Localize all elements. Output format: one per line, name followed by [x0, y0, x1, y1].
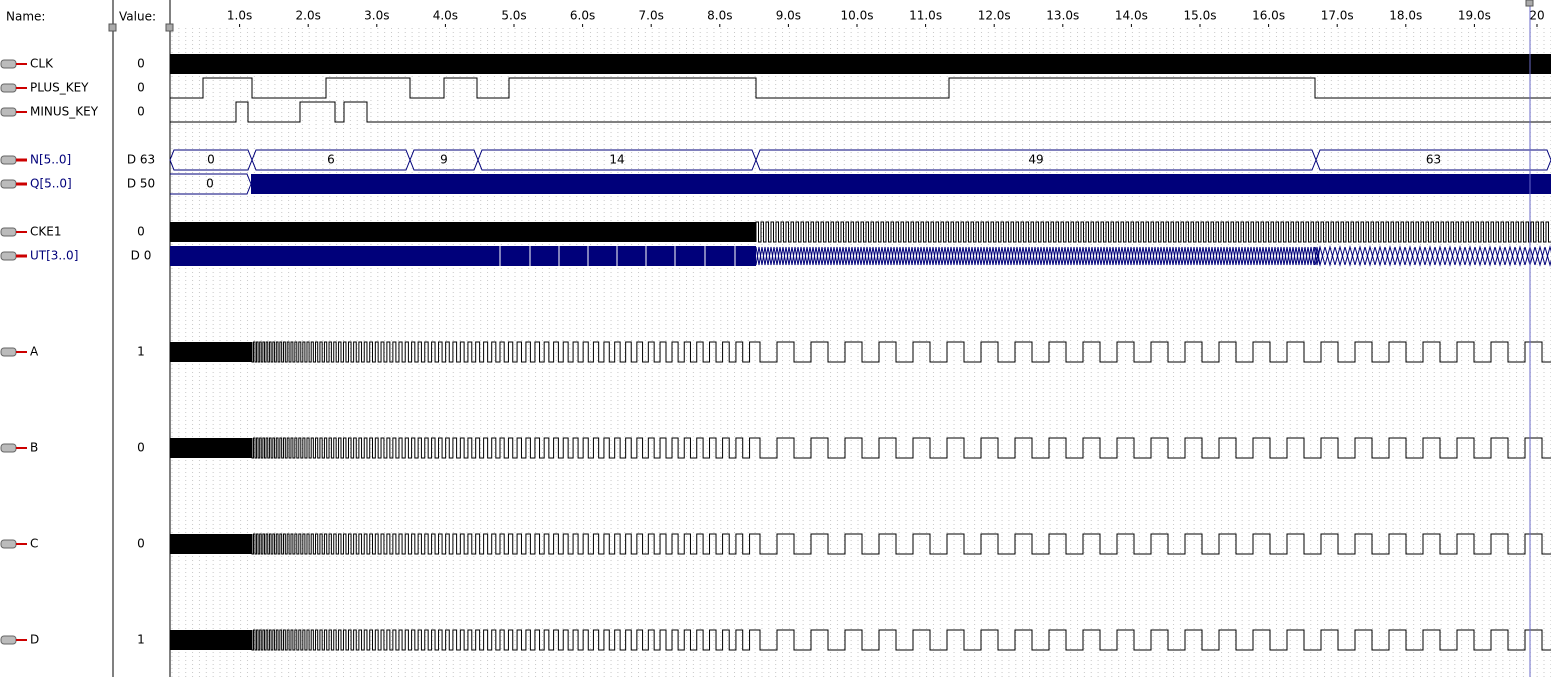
pin-icon — [0, 179, 17, 189]
signal-value: D 50 — [127, 177, 155, 191]
waveform — [170, 438, 252, 458]
time-label: 2.0s — [296, 9, 321, 23]
signal-name: UT[3..0] — [30, 249, 78, 263]
time-label: 9.0s — [776, 9, 801, 23]
signal-value: 0 — [137, 81, 145, 95]
bus-fill — [251, 174, 1551, 194]
time-label: 4.0s — [433, 9, 458, 23]
time-label: 8.0s — [707, 9, 732, 23]
time-label: 12.0s — [978, 9, 1011, 23]
signal-value: 0 — [137, 441, 145, 455]
signal-value: 0 — [137, 105, 145, 119]
signal-name: C — [30, 537, 38, 551]
time-label: 6.0s — [570, 9, 595, 23]
time-label: 16.0s — [1252, 9, 1285, 23]
pin-icon — [0, 227, 17, 237]
bus-label: 63 — [1426, 153, 1441, 167]
waveform — [755, 221, 1551, 243]
signal-name: A — [30, 345, 39, 359]
pin-icon — [0, 107, 17, 117]
time-label: 11.0s — [909, 9, 942, 23]
signal-name: CKE1 — [30, 225, 61, 239]
grid-background — [170, 27, 1551, 677]
signal-value: 0 — [137, 537, 145, 551]
time-label: 14.0s — [1115, 9, 1148, 23]
time-label: 20 — [1529, 9, 1544, 23]
time-label: 17.0s — [1321, 9, 1354, 23]
signal-value: 0 — [137, 57, 145, 71]
time-label: 13.0s — [1046, 9, 1079, 23]
signal-name: N[5..0] — [30, 153, 71, 167]
bus-fill — [170, 246, 756, 266]
signal-value: 0 — [137, 225, 145, 239]
time-label: 3.0s — [364, 9, 389, 23]
signal-value: 1 — [137, 633, 145, 647]
bus-label: 9 — [440, 153, 448, 167]
waveform — [251, 437, 1551, 459]
pin-icon — [0, 635, 17, 645]
waveform — [170, 101, 1551, 123]
value-header: Value: — [119, 10, 156, 24]
time-label: 18.0s — [1389, 9, 1422, 23]
waveform — [251, 629, 1551, 651]
waveform — [170, 222, 756, 242]
waveform — [251, 341, 1551, 363]
signal-name: PLUS_KEY — [30, 81, 89, 95]
time-label: 15.0s — [1184, 9, 1217, 23]
time-label: 19.0s — [1458, 9, 1491, 23]
waveform — [251, 533, 1551, 555]
bus-waveform — [755, 245, 1551, 266]
header-bar — [0, 0, 1551, 27]
signal-name: D — [30, 633, 39, 647]
signal-name: B — [30, 441, 38, 455]
name-header: Name: — [6, 10, 45, 24]
signal-value: D 0 — [131, 249, 152, 263]
bus-waveform — [755, 246, 1551, 267]
signal-value: 1 — [137, 345, 145, 359]
pin-icon — [0, 59, 17, 69]
waveform — [170, 77, 1551, 99]
time-label: 1.0s — [227, 9, 252, 23]
time-label: 7.0s — [639, 9, 664, 23]
signal-name: Q[5..0] — [30, 177, 72, 191]
pin-icon — [0, 443, 17, 453]
waveform — [170, 342, 252, 362]
cursor-handle[interactable] — [1525, 0, 1534, 7]
pin-icon — [0, 83, 17, 93]
pin-icon — [0, 155, 17, 165]
bus-label: 6 — [327, 153, 335, 167]
bus-label: 0 — [206, 177, 214, 191]
bus-label: 0 — [207, 153, 215, 167]
bus-label: 14 — [609, 153, 624, 167]
resize-handle[interactable] — [165, 23, 174, 32]
bus-segment — [1315, 149, 1551, 171]
pin-icon — [0, 539, 17, 549]
waveform — [170, 54, 1551, 74]
waveform — [170, 630, 252, 650]
signal-value: D 63 — [127, 153, 155, 167]
pin-icon — [0, 251, 17, 261]
waveform — [170, 534, 252, 554]
signal-name: MINUS_KEY — [30, 105, 99, 119]
bus-label: 49 — [1028, 153, 1043, 167]
time-label: 10.0s — [841, 9, 874, 23]
resize-handle[interactable] — [108, 23, 117, 32]
time-label: 5.0s — [501, 9, 526, 23]
pin-icon — [0, 347, 17, 357]
signal-name: CLK — [30, 57, 54, 71]
